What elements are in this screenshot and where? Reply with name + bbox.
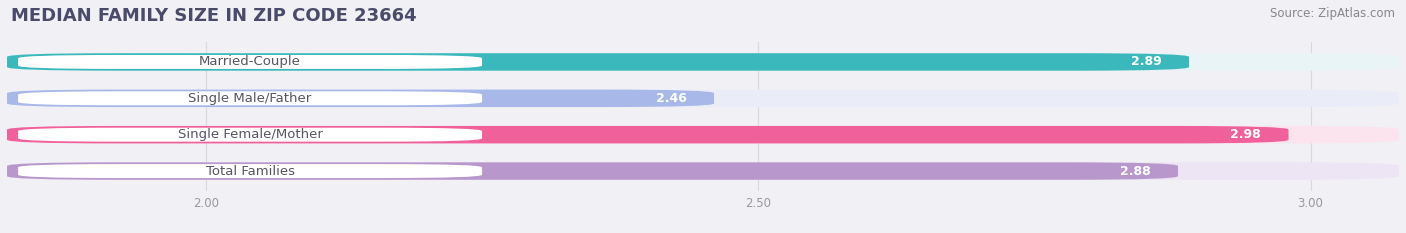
FancyBboxPatch shape bbox=[18, 128, 482, 142]
FancyBboxPatch shape bbox=[7, 89, 714, 107]
FancyBboxPatch shape bbox=[7, 126, 1288, 144]
FancyBboxPatch shape bbox=[7, 126, 1399, 144]
Text: 2.46: 2.46 bbox=[655, 92, 686, 105]
FancyBboxPatch shape bbox=[7, 89, 1399, 107]
Text: Total Families: Total Families bbox=[205, 164, 295, 178]
FancyBboxPatch shape bbox=[18, 55, 482, 69]
Text: 2.88: 2.88 bbox=[1119, 164, 1150, 178]
Text: 2.89: 2.89 bbox=[1130, 55, 1161, 69]
Text: 2.98: 2.98 bbox=[1230, 128, 1261, 141]
Text: MEDIAN FAMILY SIZE IN ZIP CODE 23664: MEDIAN FAMILY SIZE IN ZIP CODE 23664 bbox=[11, 7, 416, 25]
FancyBboxPatch shape bbox=[7, 162, 1399, 180]
Text: Married-Couple: Married-Couple bbox=[200, 55, 301, 69]
FancyBboxPatch shape bbox=[18, 91, 482, 105]
FancyBboxPatch shape bbox=[7, 162, 1178, 180]
FancyBboxPatch shape bbox=[7, 53, 1399, 71]
FancyBboxPatch shape bbox=[18, 164, 482, 178]
Text: Source: ZipAtlas.com: Source: ZipAtlas.com bbox=[1270, 7, 1395, 20]
Text: Single Male/Father: Single Male/Father bbox=[188, 92, 312, 105]
FancyBboxPatch shape bbox=[7, 53, 1189, 71]
Text: Single Female/Mother: Single Female/Mother bbox=[177, 128, 322, 141]
